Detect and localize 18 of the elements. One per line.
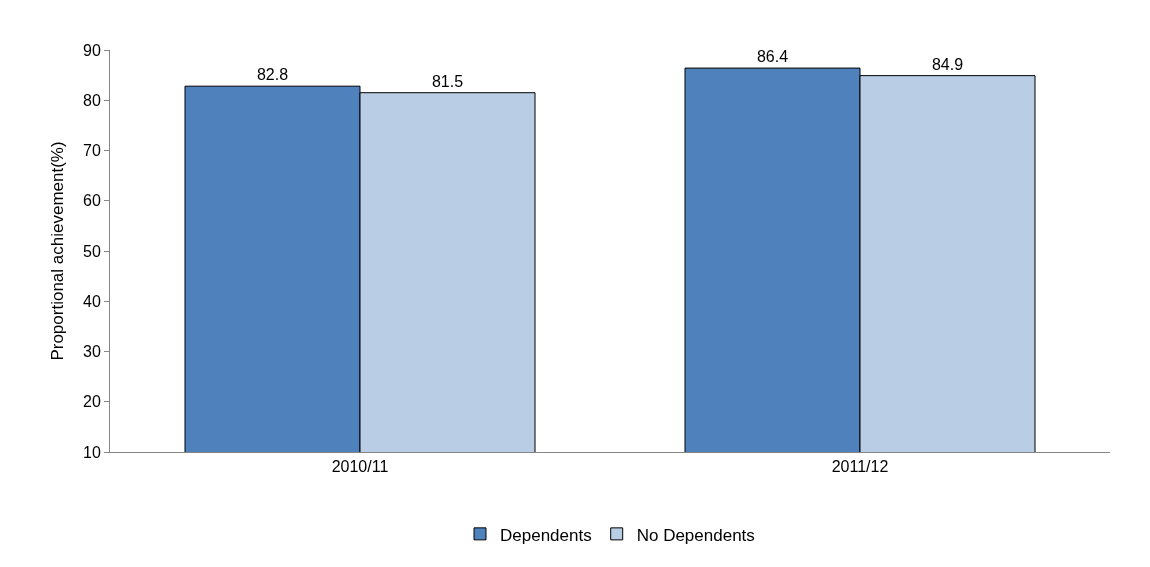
legend-label: Dependents <box>500 525 592 545</box>
data-label: 86.4 <box>756 48 789 66</box>
y-tick-label: 40 <box>83 292 101 310</box>
y-tick-label: 50 <box>83 242 101 260</box>
x-tick-label: 2011/12 <box>831 458 889 476</box>
data-label: 81.5 <box>431 72 464 90</box>
data-label: 84.9 <box>931 55 964 73</box>
y-tick-label: 60 <box>83 192 101 210</box>
x-tick-label: 2010/11 <box>331 458 389 476</box>
data-label: 82.8 <box>256 66 289 84</box>
y-tick-label: 80 <box>83 91 101 109</box>
y-tick-label: 10 <box>83 443 101 461</box>
y-axis-title: Proportional achievement(%) <box>47 141 67 361</box>
y-tick-label: 30 <box>83 343 101 361</box>
y-tick-label: 20 <box>83 393 101 411</box>
y-tick-label: 90 <box>83 41 101 59</box>
legend-label: No Dependents <box>636 525 755 545</box>
y-tick-label: 70 <box>83 142 101 160</box>
